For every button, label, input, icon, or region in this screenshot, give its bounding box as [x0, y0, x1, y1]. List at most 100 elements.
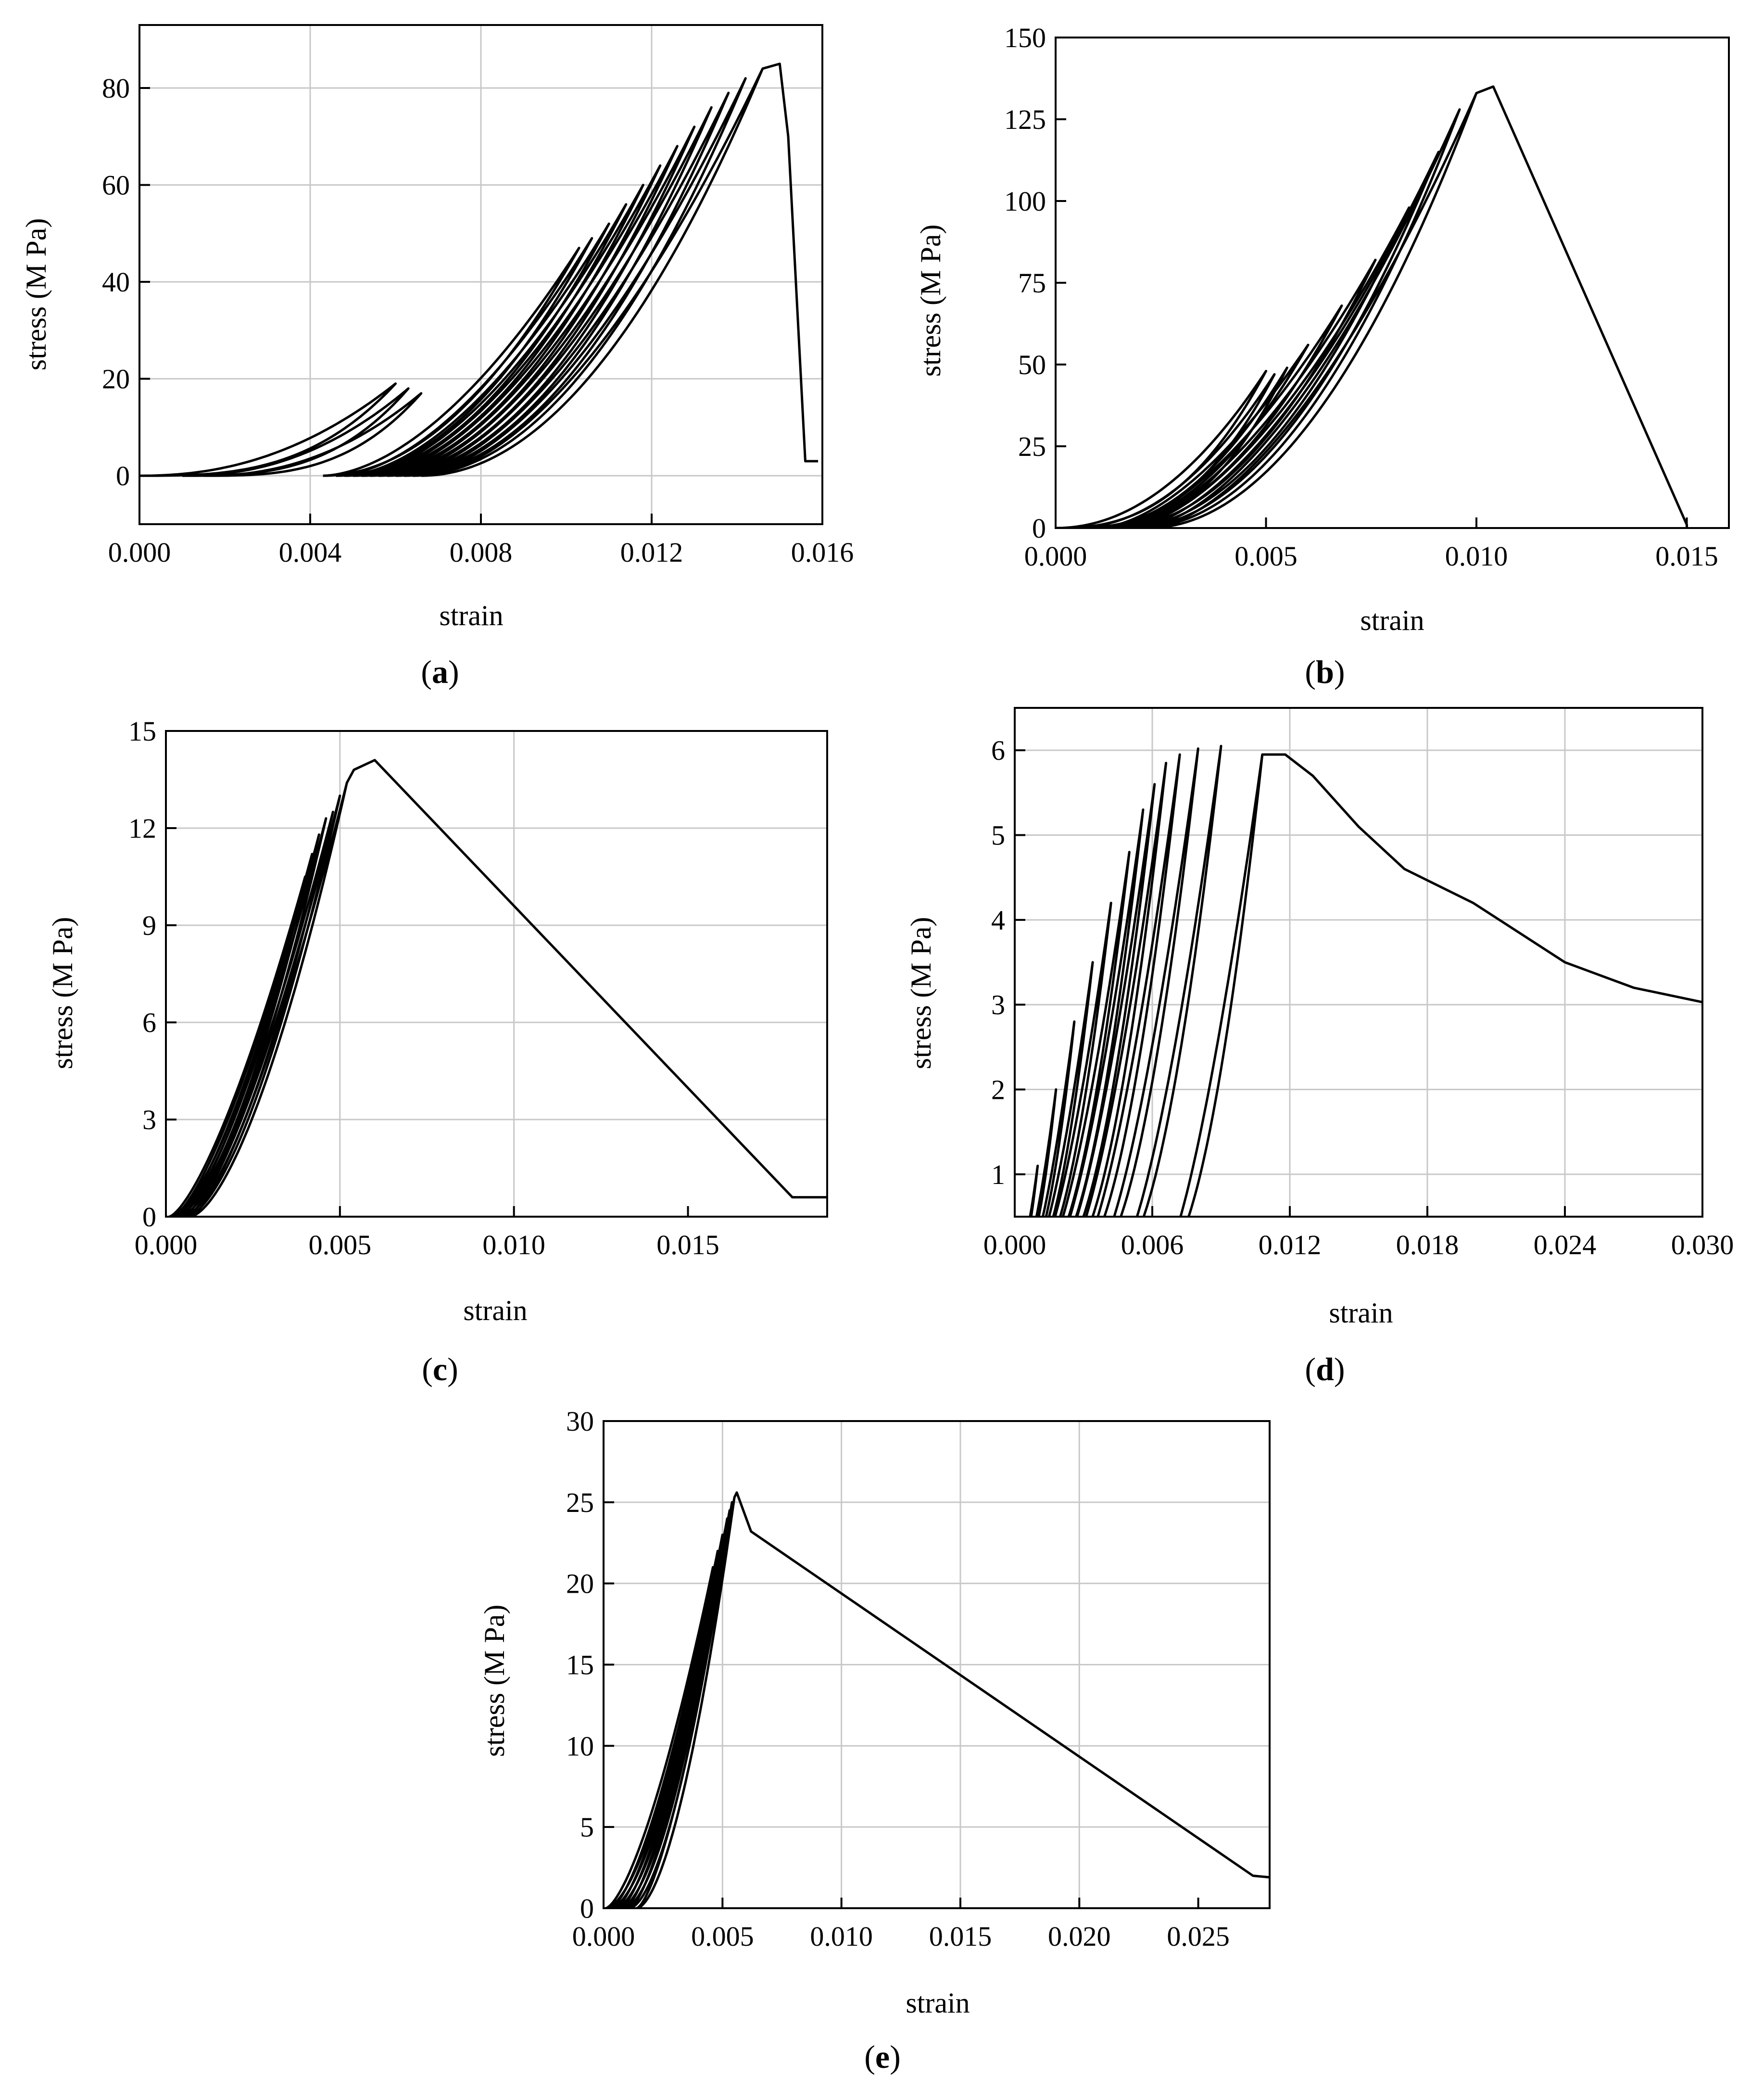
chart-a-y-tick-label: 0: [116, 460, 130, 491]
chart-a-y-tick-label: 60: [102, 170, 130, 201]
chart-e-y-tick-label: 10: [566, 1730, 594, 1762]
chart-d-loading-cycle-10: [1096, 753, 1181, 1217]
chart-c-y-tick-label: 3: [142, 1104, 156, 1135]
chart-d-loading-cycle-8: [1076, 783, 1156, 1217]
chart-b-y-axis-label: stress (M Pa): [915, 225, 946, 377]
chart-b-x-tick-label: 0.010: [1445, 541, 1508, 572]
chart-d-y-tick-label: 6: [991, 735, 1005, 766]
chart-c-x-tick-label: 0.005: [309, 1229, 372, 1260]
chart-d-loading-cycle-2: [1035, 1088, 1058, 1217]
chart-d-y-tick-label: 2: [991, 1074, 1005, 1106]
chart-a-y-tick-label: 40: [102, 266, 130, 298]
chart-a-loading-cycle-11: [387, 126, 696, 477]
chart-d-y-tick-label: 4: [991, 905, 1005, 936]
chart-d-loading-cycle-4: [1047, 961, 1094, 1217]
chart-c-x-tick-label: 0.000: [135, 1229, 198, 1260]
chart-d-x-tick-label: 0.012: [1259, 1229, 1322, 1260]
chart-b-x-tick-label: 0.005: [1235, 541, 1298, 572]
chart-e-y-tick-label: 15: [566, 1649, 594, 1681]
chart-b-loading-cycle-8: [1131, 151, 1440, 528]
chart-e-y-tick-label: 20: [566, 1568, 594, 1599]
chart-e-x-tick-label: 0.020: [1048, 1921, 1111, 1952]
chart-a-y-tick-label: 80: [102, 73, 130, 104]
chart-c-y-tick-label: 6: [142, 1007, 156, 1038]
chart-a: strain stress (M Pa) (a) 0.000 0.004 0.008…: [20, 24, 854, 690]
chart-a-loading-cycle-5: [336, 237, 593, 477]
chart-a-series: [139, 63, 819, 477]
chart-c-plot-frame: [165, 730, 828, 1218]
chart-a-loading-cycle-7: [353, 203, 628, 477]
chart-d-x-tick-label: 0.024: [1534, 1229, 1597, 1260]
chart-a-x-tick-label: 0.000: [108, 537, 171, 568]
chart-d-loading-cycle-3: [1041, 1020, 1076, 1217]
chart-d-y-tick-label: 5: [991, 820, 1005, 851]
chart-a-x-axis-label: strain: [439, 600, 503, 631]
chart-a-grid: [139, 25, 822, 524]
chart-e-x-tick-label: 0.000: [572, 1921, 635, 1952]
chart-a-loading-cycle-13: [404, 91, 730, 477]
chart-e-grid: [604, 1421, 1270, 1908]
chart-d-x-tick-label: 0.006: [1121, 1229, 1184, 1260]
chart-b-y-tick-label: 75: [1018, 267, 1046, 299]
chart-a-loading-cycle-12: [395, 106, 713, 477]
chart-d-post-peak-curve: [1262, 753, 1702, 1004]
chart-e-x-tick-label: 0.005: [691, 1921, 754, 1952]
chart-d-y-axis-label: stress (M Pa): [905, 917, 937, 1070]
chart-d-loading-cycle-1: [1029, 1164, 1039, 1217]
chart-c-x-axis-label: strain: [463, 1295, 527, 1326]
chart-b-y-tick-label: 125: [1004, 104, 1046, 135]
caption-a: (a): [421, 654, 459, 690]
chart-a-x-tick-label: 0.016: [791, 537, 854, 568]
chart-c-post-peak-curve: [346, 759, 827, 1199]
chart-c-y-tick-label: 9: [142, 910, 156, 941]
chart-d-x-tick-label: 0.000: [983, 1229, 1046, 1260]
chart-d-y-tick-label: 3: [991, 989, 1005, 1020]
chart-e-series: [605, 1491, 1270, 1908]
chart-e-x-tick-label: 0.010: [810, 1921, 873, 1952]
chart-d-loading-cycle-5: [1054, 902, 1112, 1217]
chart-e-loading-cycle-1: [605, 1566, 714, 1908]
chart-b-x-axis-label: strain: [1360, 604, 1424, 636]
chart-b-loading-cycle-4: [1097, 343, 1310, 528]
chart-a-x-tick-label: 0.004: [279, 537, 342, 568]
chart-e-y-tick-label: 0: [580, 1893, 594, 1924]
chart-c-x-tick-label: 0.010: [482, 1229, 545, 1260]
chart-c-x-tick-label: 0.015: [656, 1229, 719, 1260]
chart-c-y-tick-label: 15: [128, 716, 156, 747]
chart-d-x-tick-label: 0.018: [1396, 1229, 1459, 1260]
chart-d-loading-cycle-9: [1084, 762, 1168, 1217]
chart-c-loading-cycle-6: [186, 794, 341, 1217]
chart-b-y-tick-label: 100: [1004, 186, 1046, 217]
chart-e-y-tick-label: 25: [566, 1487, 594, 1518]
chart-c-y-axis-label: stress (M Pa): [47, 917, 78, 1070]
chart-b-x-tick-label: 0.015: [1655, 541, 1718, 572]
chart-a-x-tick-label: 0.008: [450, 537, 513, 568]
chart-b-x-tick-label: 0.000: [1024, 541, 1087, 572]
chart-e-x-tick-label: 0.025: [1167, 1921, 1230, 1952]
chart-a-x-tick-label: 0.012: [620, 537, 683, 568]
chart-b-y-tick-label: 0: [1032, 513, 1046, 544]
chart-a-loading-cycle-14: [412, 77, 747, 477]
chart-b-loading-cycle-7: [1122, 206, 1411, 528]
chart-a-loading-cycle-8: [361, 184, 644, 477]
chart-a-loading-cycle-3: [203, 392, 423, 477]
chart-e-y-tick-label: 30: [566, 1406, 594, 1437]
chart-a-y-axis-label: stress (M Pa): [20, 218, 52, 371]
chart-b-series: [1056, 85, 1688, 528]
chart-c-y-tick-label: 0: [142, 1201, 156, 1233]
chart-d-y-tick-label: 1: [991, 1159, 1005, 1190]
chart-a-loading-cycle-9: [370, 164, 662, 477]
chart-b-loading-cycle-9: [1139, 108, 1461, 528]
chart-a-y-tick-label: 20: [102, 364, 130, 395]
chart-d-series: [1029, 744, 1702, 1217]
chart-d-x-tick-label: 0.030: [1671, 1229, 1734, 1260]
chart-d-plot-frame: [1014, 707, 1703, 1218]
chart-d-loading-cycle-11: [1113, 747, 1199, 1217]
chart-c-y-tick-label: 12: [128, 813, 156, 844]
chart-d-x-axis-label: strain: [1329, 1297, 1393, 1329]
chart-d: strain stress (M Pa) (d) 0.000 0.006 0.012…: [905, 707, 1734, 1387]
chart-e-x-tick-label: 0.015: [929, 1921, 992, 1952]
chart-a-post-peak-curve: [762, 63, 819, 463]
caption-c: (c): [422, 1351, 458, 1387]
